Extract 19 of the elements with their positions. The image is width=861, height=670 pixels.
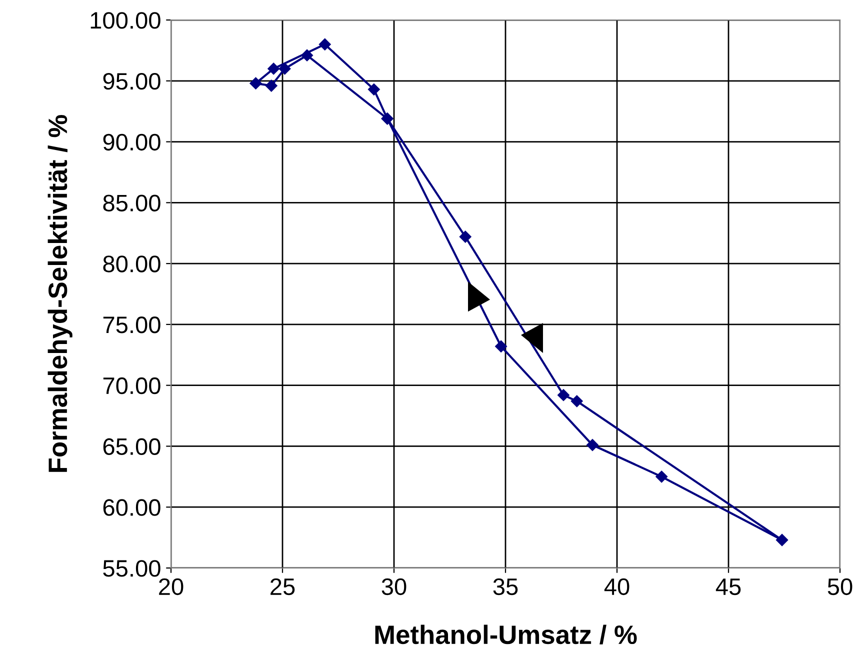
y-tick-label: 95.00 <box>103 72 160 90</box>
y-axis-title: Formaldehyd-Selektivität / % <box>48 115 72 472</box>
y-tick-label: 75.00 <box>103 316 160 334</box>
y-tick-label: 80.00 <box>103 256 160 272</box>
y-tick-label: 65.00 <box>103 438 160 456</box>
x-tick-label: 50 <box>828 578 852 596</box>
x-tick-label: 25 <box>270 578 295 596</box>
x-tick-label: 35 <box>493 578 518 596</box>
y-tick-label: 55.00 <box>103 560 160 577</box>
y-tick-label: 85.00 <box>103 194 160 212</box>
x-tick-label: 45 <box>716 578 741 596</box>
y-tick-label: 60.00 <box>103 499 160 516</box>
y-tick-label: 70.00 <box>103 377 160 394</box>
x-axis-title: Methanol-Umsatz / % <box>375 624 637 644</box>
x-tick-label: 40 <box>604 578 630 596</box>
y-tick-label: 90.00 <box>103 134 160 151</box>
x-tick-label: 20 <box>159 578 184 596</box>
x-tick-label: 30 <box>382 578 406 596</box>
y-tick-label: 100.00 <box>90 12 160 29</box>
